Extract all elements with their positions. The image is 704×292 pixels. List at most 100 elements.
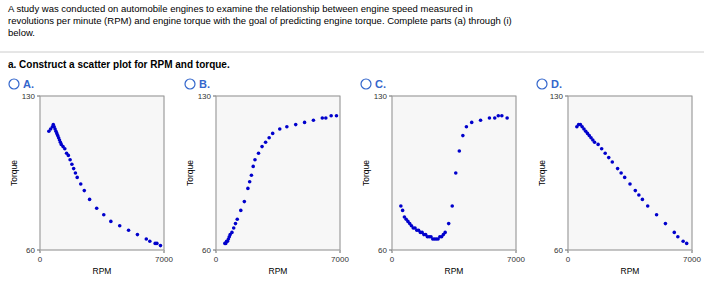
point	[335, 114, 339, 118]
point	[246, 187, 250, 191]
point	[148, 239, 152, 243]
tick-label: 130	[374, 92, 388, 101]
point	[450, 204, 454, 208]
point	[232, 226, 236, 230]
point	[285, 125, 289, 129]
axis-label: RPM	[269, 266, 288, 276]
point	[505, 116, 509, 120]
point	[74, 171, 78, 175]
axis-label: RPM	[445, 266, 464, 276]
point	[239, 209, 243, 213]
option-label: B.	[199, 78, 210, 90]
point	[294, 123, 298, 127]
tick-label: 0	[390, 255, 395, 264]
tick-label: 60	[202, 246, 211, 255]
tick-label: 7000	[155, 255, 173, 264]
point	[619, 171, 623, 175]
point	[603, 151, 607, 155]
point	[496, 114, 500, 118]
plot-frame	[40, 96, 164, 250]
point	[95, 206, 99, 210]
tick-label: 0	[38, 255, 43, 264]
point	[72, 167, 76, 171]
plot-background	[216, 96, 340, 250]
point	[63, 147, 67, 151]
points	[223, 114, 338, 245]
axis-label: Torque	[185, 160, 195, 186]
paragraph-line: revolutions per minute (RPM) and engine …	[8, 15, 512, 26]
tick-label: 7000	[331, 255, 349, 264]
point	[70, 162, 74, 166]
plot-frame	[216, 96, 340, 250]
tick-label: 130	[550, 92, 564, 101]
point	[488, 116, 492, 120]
point	[278, 127, 282, 131]
radio[interactable]	[361, 79, 371, 89]
point	[67, 154, 71, 158]
tick-label: 60	[554, 246, 563, 255]
tick-label: 0	[214, 255, 219, 264]
point	[399, 204, 403, 208]
point	[79, 182, 83, 186]
point	[401, 209, 405, 213]
point	[82, 189, 86, 193]
point	[646, 204, 650, 208]
point	[623, 176, 627, 180]
radio[interactable]	[537, 79, 547, 89]
point	[230, 231, 234, 235]
point	[68, 158, 72, 162]
point	[88, 198, 92, 202]
tick-label: 60	[26, 246, 35, 255]
point	[312, 118, 316, 122]
chart: D.0700060130RPMTorque	[537, 78, 701, 276]
chart: A. 0 7000 60 130 RPM Torque	[9, 78, 173, 276]
points	[399, 114, 509, 241]
paragraph-line: A study was conducted on automobile engi…	[8, 3, 473, 14]
point	[303, 121, 307, 125]
axis-label: Torque	[537, 160, 547, 186]
tick-label: 130	[22, 92, 36, 101]
point	[672, 231, 676, 235]
point	[454, 171, 458, 175]
paragraph-line: below.	[8, 27, 35, 38]
plot-frame	[392, 96, 516, 250]
point	[257, 151, 261, 155]
tick-label: 0	[566, 255, 571, 264]
point	[102, 213, 106, 217]
point	[461, 134, 465, 138]
tick-label: 7000	[683, 255, 701, 264]
point	[324, 116, 328, 120]
point	[253, 158, 257, 162]
point	[610, 160, 614, 164]
point	[118, 224, 122, 228]
axis-label: RPM	[621, 266, 640, 276]
point	[607, 156, 611, 160]
point	[267, 136, 271, 140]
question: a. Construct a scatter plot for RPM and …	[8, 59, 230, 70]
paragraph: A study was conducted on automobile engi…	[8, 3, 512, 38]
point	[320, 116, 324, 120]
point	[479, 118, 483, 122]
point	[676, 235, 680, 239]
point	[655, 213, 659, 217]
point	[443, 231, 447, 235]
point	[251, 165, 255, 169]
axis-label: Torque	[9, 160, 19, 186]
point	[634, 189, 638, 193]
radio[interactable]	[185, 79, 195, 89]
points	[47, 123, 162, 248]
point	[159, 244, 163, 248]
radio[interactable]	[9, 79, 19, 89]
separator	[0, 52, 704, 53]
point	[109, 220, 113, 224]
point	[447, 222, 451, 226]
option-label: A.	[23, 78, 34, 90]
axis-label: RPM	[93, 266, 112, 276]
point	[144, 237, 148, 241]
plot-background	[392, 96, 516, 250]
page: A study was conducted on automobile engi…	[0, 0, 704, 292]
point	[264, 140, 268, 144]
point	[593, 140, 597, 144]
points	[575, 123, 688, 245]
point	[75, 176, 79, 180]
